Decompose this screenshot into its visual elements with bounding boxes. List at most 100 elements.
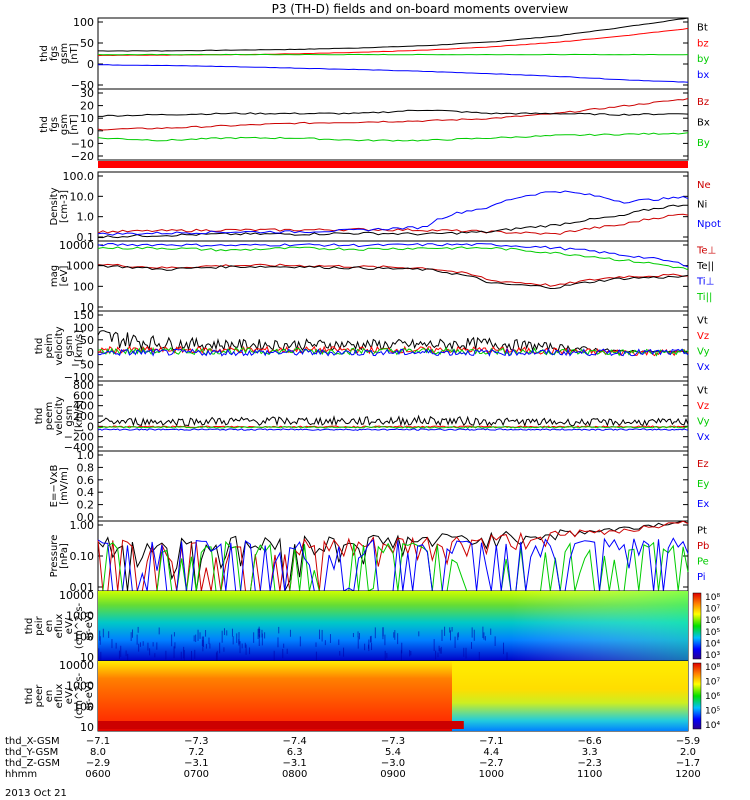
y-tick-label: 100 <box>73 700 94 713</box>
legend-entry: Ex <box>697 499 709 510</box>
y-tick-label: 0.01 <box>70 581 95 594</box>
spectrogram-streak <box>386 653 388 659</box>
x-axis-value: −3.1 <box>184 758 208 769</box>
y-axis-label-line: gsm <box>64 405 75 426</box>
colorbar-tick-label: 10⁴ <box>705 639 720 649</box>
spectrogram-streak <box>439 648 441 654</box>
y-axis-label-line: peim <box>44 333 55 358</box>
spectrogram-streak <box>315 642 317 647</box>
y-axis-label-line: thd <box>39 116 50 133</box>
legend-entry: Bz <box>697 97 709 108</box>
x-axis-value: −2.3 <box>578 758 602 769</box>
quality-flag-bar <box>98 161 688 168</box>
y-axis-label-line: thd <box>24 688 35 705</box>
series-line-Vx <box>97 347 689 357</box>
y-axis-label-line: Density <box>49 187 60 225</box>
spectrogram-streak <box>371 642 373 651</box>
legend-entry: Pt <box>697 525 707 536</box>
y-axis-label-line: peir <box>34 615 45 635</box>
y-axis-label-line: eflux <box>54 614 65 639</box>
y-tick-label: 10000 <box>59 589 94 602</box>
y-tick-label: −50 <box>71 359 94 372</box>
y-tick-label: 600 <box>73 389 94 402</box>
spectrogram-streak <box>352 633 354 638</box>
legend-entry: Te|| <box>696 261 714 272</box>
x-axis-value: 0700 <box>184 769 209 780</box>
spectrogram-streak <box>394 630 396 640</box>
spectrogram-streak <box>239 641 241 654</box>
spectrogram-streak <box>490 628 492 635</box>
spectrogram-streak <box>478 651 480 662</box>
spectrogram-streak <box>440 646 442 654</box>
legend-entry: Npot <box>697 219 721 230</box>
y-axis-label: thd peim velocity gsm [km/s] <box>34 326 85 365</box>
spectrogram-streak <box>449 630 451 641</box>
y-tick-label: 10 <box>80 301 94 314</box>
spectrogram-streak <box>120 645 122 657</box>
y-axis-label: thd peer en eflux eV/(cm^2-s-sr-eV) <box>24 672 95 719</box>
spectrogram-streak <box>357 636 359 649</box>
legend-entry: Pi <box>697 572 706 583</box>
x-axis-value: 0600 <box>85 769 110 780</box>
y-axis-label-line: peer <box>34 684 45 708</box>
y-tick-label: 10000 <box>59 239 94 252</box>
x-axis-value: −5.9 <box>676 736 700 747</box>
y-axis-label-line: eV/ <box>64 687 75 704</box>
y-tick-label: 0.6 <box>77 474 95 487</box>
colorbar-tick-label: 10⁸ <box>705 593 720 603</box>
y-tick-label: 100 <box>73 321 94 334</box>
spectrogram-streak <box>139 642 141 647</box>
y-axis-label-line: (cm^2-s- <box>74 672 85 719</box>
spectrogram-streak <box>221 630 223 643</box>
spectrogram-streak <box>183 650 185 661</box>
y-tick-label: 100 <box>73 280 94 293</box>
x-axis-value: −7.3 <box>381 736 405 747</box>
spectrogram-streak <box>180 651 182 660</box>
spectrogram-streak <box>264 632 266 639</box>
y-axis-label-line: [nPa] <box>59 543 70 569</box>
y-tick-label: 30 <box>80 87 94 100</box>
y-tick-label: 0.4 <box>77 486 95 499</box>
y-axis-label-line: thd <box>39 45 50 62</box>
y-tick-label: 1.0 <box>77 449 95 462</box>
series-line-Ni <box>97 204 689 239</box>
y-axis-label-line: [mV/m] <box>59 467 70 505</box>
y-axis-label: thd fgs gsm [nT] <box>39 43 80 64</box>
y-axis-label-line: Pressure <box>49 535 60 578</box>
y-axis-label-line: [km/s] <box>74 400 85 432</box>
spectrogram-streak <box>171 634 173 647</box>
spectrogram-fill <box>98 661 452 731</box>
series-line-Te⊥ <box>97 263 689 287</box>
y-axis-label-line: velocity <box>54 326 65 365</box>
x-axis-value: 4.4 <box>483 747 499 758</box>
colorbar-tick-label: 10⁸ <box>705 663 720 673</box>
x-axis-block: thd_X-GSM −7.1 −7.3 −7.4 −7.3 −7.1 −6.6 −5.9 thd… <box>5 736 701 780</box>
spectrogram-streak <box>451 627 453 632</box>
legend-entry: Ti⊥ <box>696 277 714 288</box>
spectrogram-streak <box>108 631 110 638</box>
x-axis-value: −7.1 <box>86 736 110 747</box>
series-line-Ne <box>97 213 689 235</box>
legend-entry: Pe <box>697 557 709 568</box>
spectrogram-streak <box>158 627 160 635</box>
y-tick-label: 1000 <box>66 610 94 623</box>
y-axis-label: Pressure [nPa] <box>49 535 70 578</box>
spectrogram-streak <box>374 627 376 639</box>
spectrogram-streak <box>216 650 218 662</box>
spectrogram-streak <box>339 650 341 656</box>
spectrogram-streak <box>258 626 260 634</box>
y-tick-label: −20 <box>71 150 94 163</box>
spectrogram-streak <box>238 632 240 645</box>
spectrogram-streak <box>357 631 359 638</box>
series-line-bx <box>97 64 689 83</box>
series-line-Vt <box>97 414 689 428</box>
y-tick-label: 10000 <box>59 659 94 672</box>
y-axis-label-line: peem <box>44 402 55 430</box>
spectrogram-streak <box>99 630 101 641</box>
spectrogram-streak <box>286 648 288 654</box>
spectrogram-streak <box>154 653 156 658</box>
panel-peer-en-eflux: 10000 1000 100 10 thd peer en eflux eV/(cm^2-s-s… <box>24 659 720 734</box>
